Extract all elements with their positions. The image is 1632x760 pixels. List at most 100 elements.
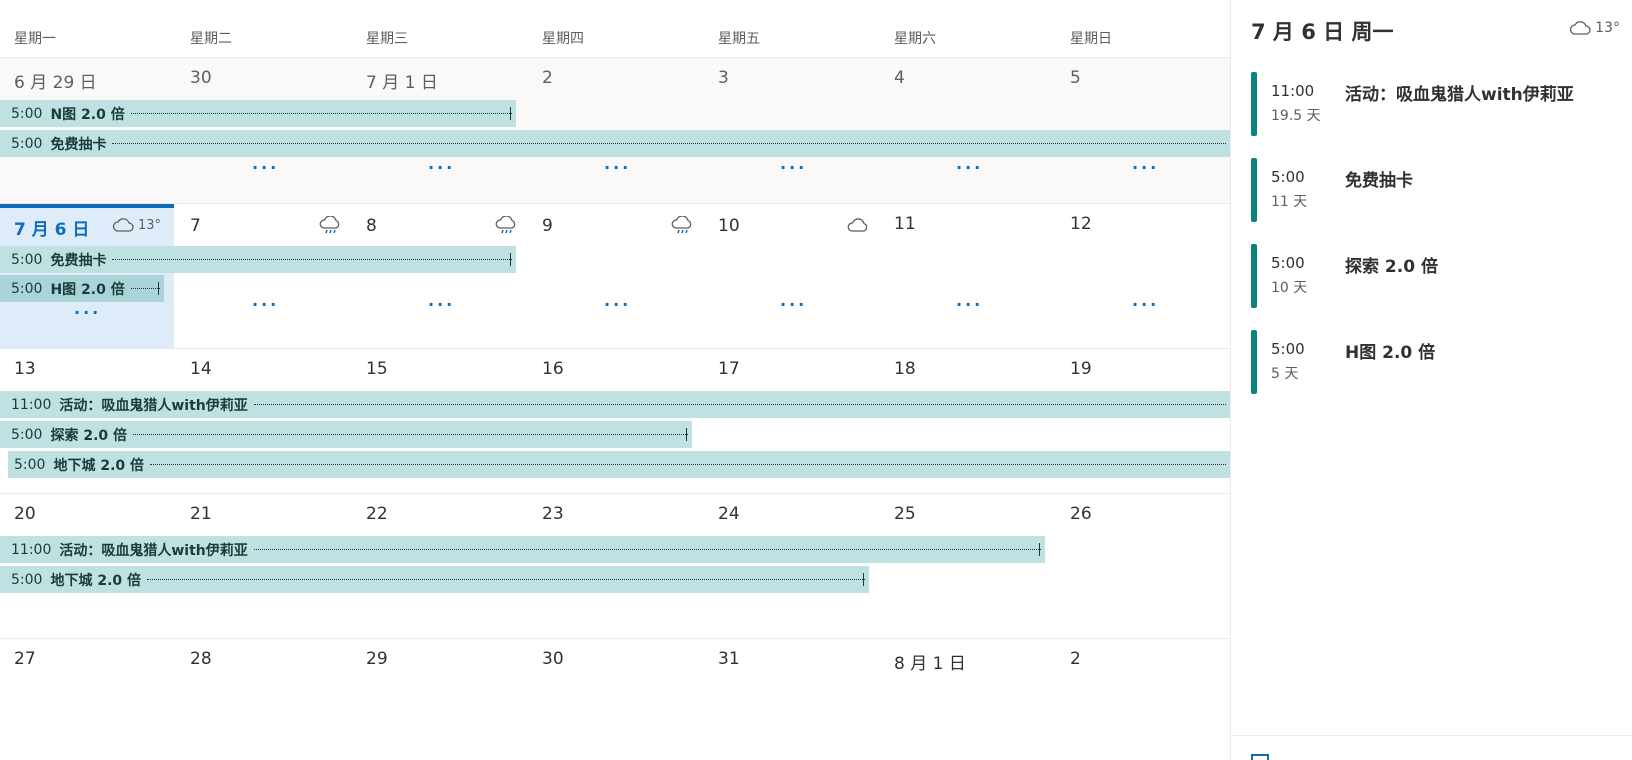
agenda-event-color-bar	[1251, 158, 1257, 222]
event-bar[interactable]: 5:00 N图 2.0 倍	[0, 100, 516, 127]
event-time: 5:00	[11, 571, 43, 588]
more-events-button[interactable]: ···	[428, 158, 456, 177]
event-title: 地下城 2.0 倍	[53, 457, 145, 474]
day-cell-date[interactable]: 17	[718, 359, 740, 379]
agenda-footer	[1231, 735, 1632, 760]
day-cell-date[interactable]: 25	[894, 504, 916, 524]
calendar-icon[interactable]	[1251, 754, 1269, 760]
day-cell-date[interactable]: 19	[1070, 359, 1092, 379]
agenda-event-time: 5:00	[1271, 254, 1305, 272]
agenda-event[interactable]: 5:00 5 天 H图 2.0 倍	[1251, 330, 1621, 394]
event-end-marker	[158, 282, 159, 295]
event-bar[interactable]: 11:00 活动：吸血鬼猎人with伊莉亚	[0, 536, 1045, 563]
day-cell-date[interactable]: 8	[366, 216, 377, 236]
day-cell-date[interactable]: 20	[14, 504, 36, 524]
rain-cloud-icon	[319, 216, 340, 234]
event-time: 5:00	[11, 426, 43, 443]
day-cell-date[interactable]: 24	[718, 504, 740, 524]
event-end-marker	[686, 428, 687, 441]
event-end-marker	[863, 573, 864, 586]
event-bar[interactable]: 5:00 地下城 2.0 倍	[8, 451, 1230, 478]
weekday-friday: 星期五	[718, 31, 760, 47]
day-cell-date[interactable]: 31	[718, 649, 740, 669]
day-cell-date[interactable]: 16	[542, 359, 564, 379]
agenda-event-title: 探索 2.0 倍	[1345, 257, 1438, 277]
day-cell-date[interactable]: 4	[894, 68, 905, 88]
more-events-button[interactable]: ···	[1132, 158, 1160, 177]
agenda-event-color-bar	[1251, 72, 1257, 136]
week-row: 20 21 22 23 24 25 26 11:00 活动：吸血鬼猎人with伊…	[0, 494, 1230, 639]
day-cell-date[interactable]: 11	[894, 214, 916, 234]
day-cell-date[interactable]: 9	[542, 216, 553, 236]
day-cell-date[interactable]: 30	[542, 649, 564, 669]
event-duration-line	[133, 434, 688, 435]
weekday-header: 星期一 星期二 星期三 星期四 星期五 星期六 星期日	[0, 0, 1230, 58]
more-events-button[interactable]: ···	[252, 158, 280, 177]
event-time: 5:00	[11, 105, 43, 122]
agenda-event-time: 5:00	[1271, 168, 1305, 186]
more-events-button[interactable]: ···	[1132, 295, 1160, 314]
day-cell-date[interactable]: 27	[14, 649, 36, 669]
week-row: 13 14 15 16 17 18 19 11:00 活动：吸血鬼猎人with伊…	[0, 349, 1230, 494]
event-end-marker	[510, 107, 511, 120]
day-cell-date[interactable]: 7	[190, 216, 201, 236]
event-bar[interactable]: 5:00 H图 2.0 倍	[0, 275, 164, 302]
event-duration-line	[130, 288, 160, 289]
more-events-button[interactable]: ···	[604, 158, 632, 177]
day-cell-date[interactable]: 2	[1070, 649, 1081, 669]
day-cell-date[interactable]: 3	[718, 68, 729, 88]
more-events-button[interactable]: ···	[428, 295, 456, 314]
day-cell-date[interactable]: 13	[14, 359, 36, 379]
more-events-button[interactable]: ···	[74, 303, 102, 322]
today-weather: 13°	[112, 217, 161, 233]
day-cell-date[interactable]: 8 月 1 日	[894, 654, 966, 674]
more-events-button[interactable]: ···	[956, 295, 984, 314]
event-duration-line	[150, 464, 1226, 465]
agenda-event[interactable]: 11:00 19.5 天 活动：吸血鬼猎人with伊莉亚	[1251, 72, 1621, 136]
event-duration-line	[130, 113, 512, 114]
day-cell-date[interactable]: 7 月 1 日	[366, 73, 438, 93]
agenda-event[interactable]: 5:00 11 天 免费抽卡	[1251, 158, 1621, 222]
day-cell-date[interactable]: 23	[542, 504, 564, 524]
agenda-event-color-bar	[1251, 330, 1257, 394]
day-cell-date[interactable]: 26	[1070, 504, 1092, 524]
day-cell-date[interactable]: 2	[542, 68, 553, 88]
weekday-tuesday: 星期二	[190, 31, 232, 47]
day-cell-date[interactable]: 15	[366, 359, 388, 379]
event-bar[interactable]: 5:00 免费抽卡	[0, 130, 1230, 157]
event-time: 11:00	[11, 396, 52, 413]
more-events-button[interactable]: ···	[780, 158, 808, 177]
agenda-event-duration: 19.5 天	[1271, 108, 1321, 124]
weekday-saturday: 星期六	[894, 31, 936, 47]
agenda-event-title: H图 2.0 倍	[1345, 343, 1436, 363]
more-events-button[interactable]: ···	[956, 158, 984, 177]
day-cell-date[interactable]: 22	[366, 504, 388, 524]
event-title: 免费抽卡	[50, 136, 107, 153]
day-cell-date[interactable]: 10	[718, 216, 740, 236]
day-cell-date[interactable]: 28	[190, 649, 212, 669]
day-cell-date[interactable]: 12	[1070, 214, 1092, 234]
more-events-button[interactable]: ···	[604, 295, 632, 314]
day-cell-date[interactable]: 29	[366, 649, 388, 669]
today-date: 7 月 6 日	[14, 220, 90, 240]
agenda-event[interactable]: 5:00 10 天 探索 2.0 倍	[1251, 244, 1621, 308]
agenda-temperature: 13°	[1595, 20, 1620, 36]
day-cell-date[interactable]: 6 月 29 日	[14, 73, 97, 93]
event-bar[interactable]: 5:00 地下城 2.0 倍	[0, 566, 869, 593]
more-events-button[interactable]: ···	[780, 295, 808, 314]
day-cell-date[interactable]: 21	[190, 504, 212, 524]
month-calendar: 星期一 星期二 星期三 星期四 星期五 星期六 星期日 6 月 29 日 30 …	[0, 0, 1230, 674]
agenda-event-duration: 10 天	[1271, 280, 1308, 296]
more-events-button[interactable]: ···	[252, 295, 280, 314]
event-bar[interactable]: 5:00 探索 2.0 倍	[0, 421, 692, 448]
event-bar[interactable]: 5:00 免费抽卡	[0, 246, 516, 273]
day-cell-date[interactable]: 5	[1070, 68, 1081, 88]
day-cell-date[interactable]: 14	[190, 359, 212, 379]
event-title: 活动：吸血鬼猎人with伊莉亚	[59, 397, 248, 414]
week-row: 6 月 29 日 30 7 月 1 日 2 3 4 5 5:00 N图 2.0 …	[0, 58, 1230, 204]
day-cell-date[interactable]: 30	[190, 68, 212, 88]
event-end-marker	[1039, 543, 1040, 556]
day-cell-date[interactable]: 18	[894, 359, 916, 379]
weekday-monday: 星期一	[14, 31, 56, 47]
event-bar[interactable]: 11:00 活动：吸血鬼猎人with伊莉亚	[0, 391, 1230, 418]
